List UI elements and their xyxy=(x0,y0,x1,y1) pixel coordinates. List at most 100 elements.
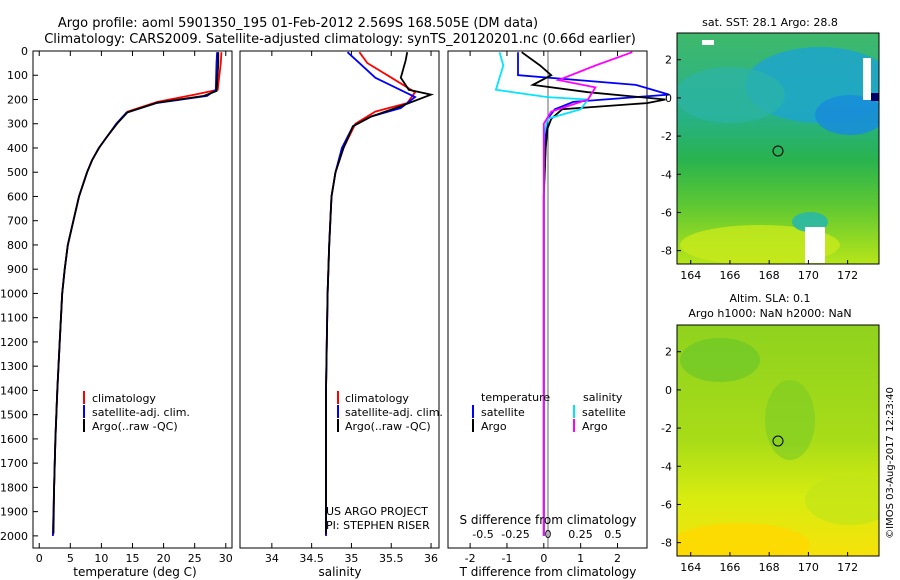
sla-map-frame xyxy=(676,324,880,557)
difference-top-label: S difference from climatology xyxy=(460,513,637,527)
sla-map-axes: 164 166 168 170 172 2 0 -2 -4 -6 -8 xyxy=(661,346,858,574)
map-lat-label: 2 xyxy=(665,54,672,67)
temperature-panel: 0100200300400500600700800900100011001200… xyxy=(0,45,233,579)
map-lon-label: 168 xyxy=(759,269,780,282)
depth-tick-label: 900 xyxy=(7,263,28,276)
map-lat-label: 0 xyxy=(665,92,672,105)
map-lon-label: 166 xyxy=(719,269,740,282)
x-tick-label: 25 xyxy=(188,552,202,565)
x-tick-label: 15 xyxy=(126,552,140,565)
salinity-x-axis: 34 34.5 35 35.5 36 xyxy=(265,51,438,565)
depth-tick-label: 1500 xyxy=(0,409,28,422)
map-lat-label: -4 xyxy=(661,460,672,473)
difference-legend: temperature salinity satellite Argo sate… xyxy=(472,391,626,433)
x-tick-label: -2 xyxy=(465,552,476,565)
depth-tick-label: 1600 xyxy=(0,433,28,446)
salinity-panel: 34 34.5 35 35.5 36 salinity climatology sate… xyxy=(239,50,443,579)
legend-label-s-satellite: satellite xyxy=(582,406,626,419)
depth-tick-label: 0 xyxy=(21,45,28,58)
depth-tick-label: 1000 xyxy=(0,287,28,300)
x-tick-label: 36 xyxy=(424,552,438,565)
legend-label-satellite: satellite-adj. clim. xyxy=(92,406,190,419)
salinity-legend: climatology satellite-adj. clim. Argo(..… xyxy=(337,391,443,433)
depth-tick-label: 1100 xyxy=(0,312,28,325)
map-lon-label: 168 xyxy=(759,561,780,574)
depth-tick-label: 600 xyxy=(7,190,28,203)
depth-tick-label: 1200 xyxy=(0,336,28,349)
x-tick-label: 1 xyxy=(577,552,584,565)
x-tick-label: 35.5 xyxy=(379,552,404,565)
sst-map-frame xyxy=(676,32,880,265)
map-lat-label: -6 xyxy=(661,206,672,219)
series-line-argo-raw-qc xyxy=(52,52,220,534)
depth-tick-label: 2000 xyxy=(0,530,28,543)
depth-tick-label: 1900 xyxy=(0,506,28,519)
map-lat-label: 0 xyxy=(665,384,672,397)
temperature-x-axis: 0 5 10 15 20 25 30 xyxy=(36,51,233,565)
map-lon-label: 164 xyxy=(680,269,701,282)
s-difference-tick-label: 0 xyxy=(545,528,552,541)
s-difference-tick-label: -0.25 xyxy=(501,528,529,541)
depth-tick-label: 1700 xyxy=(0,457,28,470)
sla-map-field xyxy=(677,325,879,556)
map-lon-label: 166 xyxy=(719,561,740,574)
series-line-salinity-argo xyxy=(542,51,633,536)
legend-label-t-satellite: satellite xyxy=(481,406,525,419)
legend-label-climatology: climatology xyxy=(345,392,409,405)
legend-label-t-argo: Argo xyxy=(481,420,507,433)
x-tick-label: 34.5 xyxy=(299,552,324,565)
sla-map-title-2: Argo h1000: NaN h2000: NaN xyxy=(688,307,851,320)
depth-tick-label: 200 xyxy=(7,93,28,106)
temperature-series xyxy=(52,52,223,536)
difference-x-axis: -2 -1 0 1 2 -0.5 -0.25 0 0.25 0.5 xyxy=(465,51,622,565)
legend-heading-temperature: temperature xyxy=(481,391,550,404)
salinity-series xyxy=(325,51,435,536)
sst-map-panel: sat. SST: 28.1 Argo: 28.8 164 166 168 170 17… xyxy=(661,16,880,282)
header-line-2: Climatology: CARS2009. Satellite-adjuste… xyxy=(44,32,636,47)
depth-tick-label: 100 xyxy=(7,69,28,82)
salinity-x-label: salinity xyxy=(318,565,361,579)
x-tick-label: 34 xyxy=(265,552,279,565)
x-tick-label: -1 xyxy=(501,552,512,565)
x-tick-label: 0 xyxy=(36,552,43,565)
depth-tick-label: 1300 xyxy=(0,360,28,373)
legend-label-argo: Argo(..raw -QC) xyxy=(92,420,178,433)
sst-map-title: sat. SST: 28.1 Argo: 28.8 xyxy=(702,16,838,29)
credit-project: US ARGO PROJECT xyxy=(326,505,428,518)
depth-axis: 0 100 200 300 400 500 600 700 800 900 1000 1100 1200… xyxy=(0,45,38,543)
map-lat-label: -6 xyxy=(661,498,672,511)
map-lon-label: 170 xyxy=(798,269,819,282)
depth-tick-label: 300 xyxy=(7,118,28,131)
depth-tick-label: 500 xyxy=(7,166,28,179)
depth-tick-label: 1400 xyxy=(0,384,28,397)
temperature-axes-frame xyxy=(32,50,233,549)
s-difference-tick-label: -0.5 xyxy=(472,528,493,541)
legend-label-argo: Argo(..raw -QC) xyxy=(345,420,431,433)
legend-label-s-argo: Argo xyxy=(582,420,608,433)
credit-pi: PI: STEPHEN RISER xyxy=(326,519,430,532)
legend-heading-salinity: salinity xyxy=(583,391,623,404)
map-lon-label: 164 xyxy=(680,561,701,574)
imos-timestamp: ©IMOS 03-Aug-2017 12:23:40 xyxy=(885,387,896,539)
sst-map-field xyxy=(677,33,879,264)
map-lat-label: 2 xyxy=(665,346,672,359)
depth-tick-label: 400 xyxy=(7,142,28,155)
sla-map-panel: Altim. SLA: 0.1 Argo h1000: NaN h2000: N… xyxy=(661,292,880,574)
difference-series xyxy=(494,51,670,536)
depth-tick-label: 700 xyxy=(7,215,28,228)
x-tick-label: 35 xyxy=(344,552,358,565)
legend-label-satellite: satellite-adj. clim. xyxy=(345,406,443,419)
sst-argo-location-marker xyxy=(772,145,784,157)
header-line-1: Argo profile: aoml 5901350_195 01-Feb-20… xyxy=(58,16,538,31)
series-line-argo-raw-qc xyxy=(325,52,435,534)
s-difference-tick-label: 0.25 xyxy=(568,528,593,541)
difference-x-label: T difference from climatology xyxy=(459,565,637,579)
x-tick-label: 0 xyxy=(540,552,547,565)
depth-tick-label: 1800 xyxy=(0,481,28,494)
map-lat-label: -4 xyxy=(661,168,672,181)
x-tick-label: 2 xyxy=(614,552,621,565)
map-lon-label: 172 xyxy=(837,269,858,282)
salinity-axes-frame xyxy=(239,50,440,549)
x-tick-label: 5 xyxy=(67,552,74,565)
